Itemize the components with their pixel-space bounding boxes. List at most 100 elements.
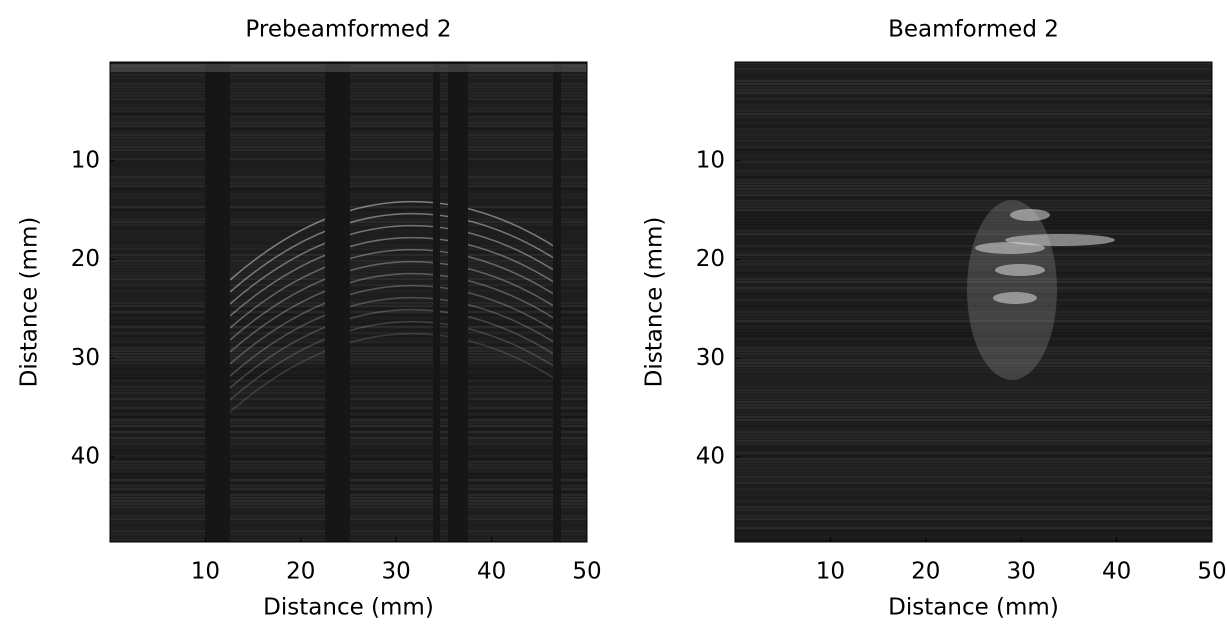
image-texture (735, 374, 1212, 376)
image-texture (735, 422, 1212, 424)
image-texture (229, 224, 561, 305)
y-tick-label: 10 (696, 147, 725, 173)
image-texture (735, 218, 1212, 220)
image-texture (735, 86, 1212, 88)
image-texture (229, 248, 561, 329)
image-texture (735, 461, 1212, 463)
image-texture (735, 344, 1212, 346)
image-texture (735, 242, 1212, 244)
image-texture (735, 212, 1212, 214)
image-texture (735, 269, 1212, 271)
image-texture (735, 476, 1212, 478)
image-texture (735, 494, 1212, 496)
image-texture (325, 62, 350, 542)
image-texture (735, 509, 1212, 511)
image-texture (735, 485, 1212, 487)
image-texture (967, 200, 1057, 380)
image-texture (735, 362, 1212, 364)
image-texture (735, 458, 1212, 460)
image-texture (735, 308, 1212, 310)
x-tick-label: 10 (816, 559, 845, 585)
image-texture (735, 518, 1212, 520)
axes-frame (109, 61, 588, 543)
y-tick-label: 40 (71, 444, 100, 470)
image-texture (735, 266, 1212, 268)
image-texture (735, 191, 1212, 193)
image-texture (735, 173, 1212, 175)
image-texture (735, 233, 1212, 235)
image-texture (735, 278, 1212, 280)
image-texture (735, 251, 1212, 253)
image-texture (735, 107, 1212, 109)
image-texture (735, 248, 1212, 250)
y-tick-label: 10 (71, 147, 100, 173)
image-texture (735, 293, 1212, 295)
image-texture (735, 530, 1212, 532)
image-texture (735, 140, 1212, 142)
image-texture (735, 515, 1212, 517)
image-texture (735, 455, 1212, 457)
subplot: 10 20 30 40 50 10 20 30 40 Prebeamformed 2 Distanc… (17, 17, 602, 621)
image-texture (735, 125, 1212, 127)
x-tick-label: 10 (191, 559, 220, 585)
x-tick-label: 30 (382, 559, 411, 585)
image-texture (735, 488, 1212, 490)
y-tick-label: 20 (71, 246, 100, 272)
image-texture (735, 263, 1212, 265)
image-texture (735, 407, 1212, 409)
image-texture (735, 92, 1212, 94)
image-texture (735, 452, 1212, 454)
image-texture (735, 284, 1212, 286)
x-tick-label: 40 (477, 559, 506, 585)
image-texture (735, 338, 1212, 340)
image-texture (735, 155, 1212, 157)
image-texture (735, 74, 1212, 76)
y-tick-label: 30 (71, 345, 100, 371)
image-texture (735, 164, 1212, 166)
image-texture (735, 179, 1212, 181)
image-texture (110, 64, 587, 72)
image-texture (735, 71, 1212, 73)
image-texture (735, 398, 1212, 400)
image-texture (735, 356, 1212, 358)
image-texture (229, 260, 561, 341)
image-texture (229, 320, 561, 401)
image-texture (735, 464, 1212, 466)
image-texture (735, 281, 1212, 283)
image-texture (975, 242, 1045, 254)
image-texture (735, 389, 1212, 391)
image-texture (995, 264, 1045, 276)
image-texture (735, 176, 1212, 178)
image-texture (735, 116, 1212, 118)
image-texture (735, 323, 1212, 325)
image-texture (735, 89, 1212, 91)
image-texture (735, 194, 1212, 196)
image-texture (735, 275, 1212, 277)
image-texture (735, 215, 1212, 217)
image-texture (735, 260, 1212, 262)
x-axis-label: Distance (mm) (263, 595, 434, 621)
image-texture (735, 95, 1212, 97)
image-texture (735, 467, 1212, 469)
image-texture (735, 539, 1212, 541)
image-texture (735, 185, 1212, 187)
image-texture (205, 62, 230, 542)
image-texture (229, 212, 561, 293)
x-tick-label: 40 (1102, 559, 1131, 585)
x-tick-label: 50 (572, 559, 601, 585)
image-texture (735, 152, 1212, 154)
image-texture (735, 224, 1212, 226)
image-texture (735, 188, 1212, 190)
image-texture (735, 161, 1212, 163)
image-texture (735, 245, 1212, 247)
image-texture (735, 404, 1212, 406)
image-texture (735, 479, 1212, 481)
image-texture (229, 200, 561, 281)
image-texture (735, 317, 1212, 319)
image-texture (735, 503, 1212, 505)
image-texture (735, 134, 1212, 136)
image-texture (735, 98, 1212, 100)
image-texture (735, 521, 1212, 523)
